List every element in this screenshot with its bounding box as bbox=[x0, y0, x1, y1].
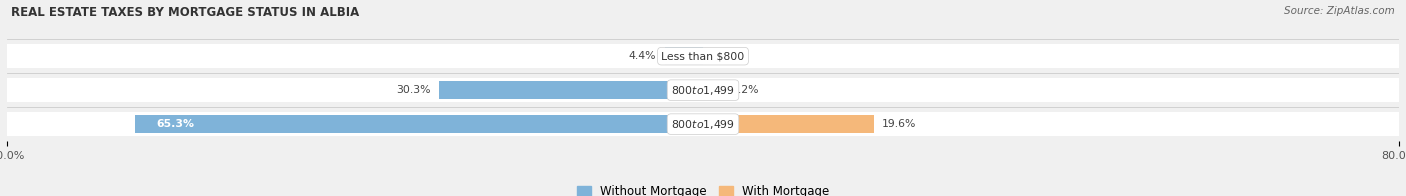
Legend: Without Mortgage, With Mortgage: Without Mortgage, With Mortgage bbox=[576, 185, 830, 196]
Bar bbox=[440, 81, 703, 99]
Bar bbox=[7, 44, 1399, 68]
Text: 2.2%: 2.2% bbox=[731, 85, 758, 95]
Text: $800 to $1,499: $800 to $1,499 bbox=[671, 118, 735, 131]
Text: 0.0%: 0.0% bbox=[711, 51, 740, 61]
Bar bbox=[135, 115, 703, 133]
Text: Less than $800: Less than $800 bbox=[661, 51, 745, 61]
Text: 4.4%: 4.4% bbox=[628, 51, 657, 61]
Text: $800 to $1,499: $800 to $1,499 bbox=[671, 84, 735, 97]
Bar bbox=[7, 112, 1399, 136]
Text: Source: ZipAtlas.com: Source: ZipAtlas.com bbox=[1284, 6, 1395, 16]
Bar bbox=[7, 78, 1399, 102]
Bar bbox=[665, 47, 703, 65]
Bar bbox=[703, 81, 723, 99]
Text: 65.3%: 65.3% bbox=[156, 119, 194, 129]
Bar bbox=[703, 115, 873, 133]
Text: 19.6%: 19.6% bbox=[882, 119, 917, 129]
Text: REAL ESTATE TAXES BY MORTGAGE STATUS IN ALBIA: REAL ESTATE TAXES BY MORTGAGE STATUS IN … bbox=[11, 6, 360, 19]
Text: 30.3%: 30.3% bbox=[396, 85, 430, 95]
